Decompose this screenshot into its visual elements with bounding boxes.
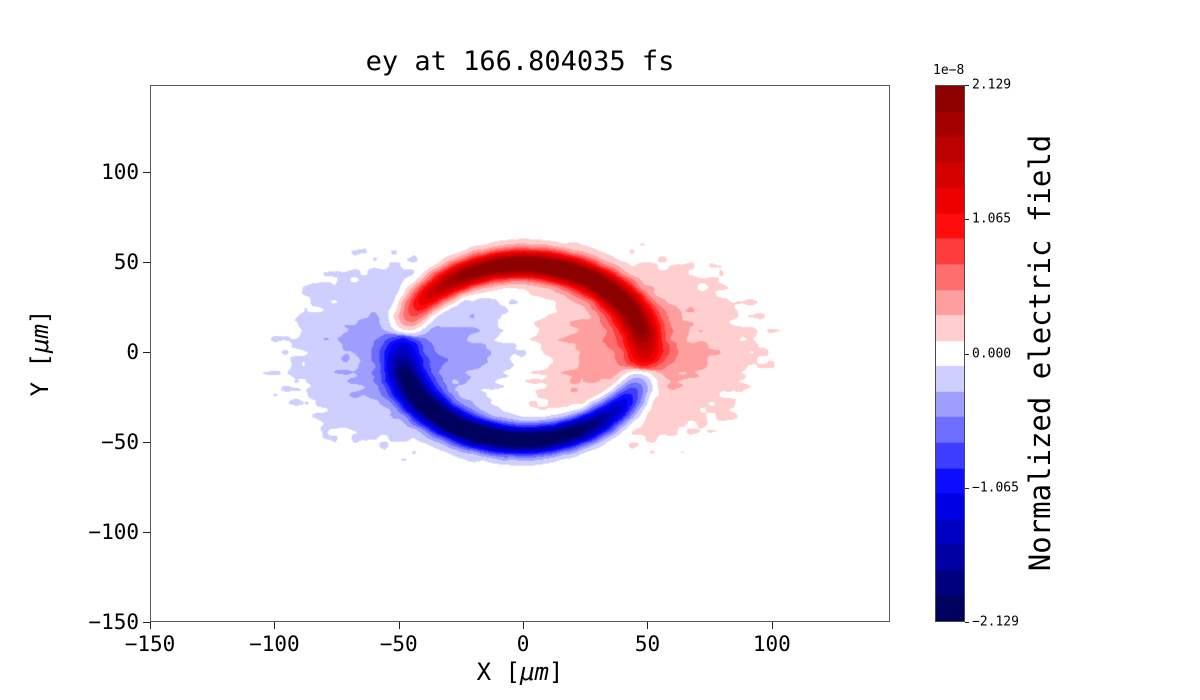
colorbar-label: Normalized electric field: [1023, 134, 1057, 572]
x-tick-label: −100: [249, 632, 300, 656]
colorbar-tick-label: 2.129: [972, 77, 1012, 93]
plot-area: [150, 85, 890, 622]
colorbar-tick-mark: [965, 622, 969, 623]
y-axis-label-units: μm: [26, 324, 54, 353]
x-tick-mark: [274, 622, 276, 629]
y-tick-label: 50: [113, 250, 139, 275]
y-tick-label: 0: [126, 340, 139, 365]
colorbar-tick-mark: [965, 353, 969, 355]
x-tick-mark: [523, 622, 525, 629]
y-axis-label-prefix: Y [: [26, 353, 54, 397]
colorbar-tick-label: 1.065: [972, 211, 1012, 227]
y-tick-mark: [143, 442, 150, 444]
colorbar-tick-mark: [965, 487, 969, 489]
y-tick-label: −100: [88, 520, 139, 545]
plot-title: ey at 166.804035 fs: [365, 46, 675, 77]
y-tick-label: −50: [101, 430, 139, 455]
y-tick-label: 100: [101, 160, 139, 185]
x-tick-label: 50: [634, 632, 661, 656]
x-tick-mark: [150, 622, 151, 629]
y-tick-label: −150: [88, 610, 139, 634]
x-axis-label-suffix: ]: [548, 658, 564, 686]
colorbar-tick-mark: [965, 219, 969, 221]
y-tick-mark: [143, 352, 150, 354]
colorbar-canvas: [936, 86, 964, 621]
field-canvas: [151, 86, 889, 621]
x-axis-label-units: μm: [520, 658, 549, 686]
y-tick-mark: [143, 262, 150, 264]
y-axis-label-suffix: ]: [26, 309, 54, 325]
x-axis-label: X [μm]: [150, 658, 890, 686]
x-tick-mark: [771, 622, 773, 629]
colorbar-scale-label: 1e−8: [933, 63, 965, 78]
x-axis-label-prefix: X [: [476, 658, 520, 686]
x-tick-mark: [647, 622, 649, 629]
x-tick-label: −150: [124, 632, 176, 656]
colorbar: [935, 85, 965, 622]
colorbar-tick-label: 0.000: [972, 346, 1012, 361]
colorbar-tick-mark: [965, 85, 969, 86]
y-axis-label: Y [μm]: [26, 310, 54, 397]
x-tick-label: 100: [752, 632, 791, 656]
colorbar-tick-label: −1.065: [972, 480, 1019, 496]
x-tick-label: −50: [379, 632, 418, 656]
x-tick-label: 0: [516, 632, 530, 656]
colorbar-tick-label: −2.129: [972, 614, 1019, 630]
y-tick-mark: [143, 622, 150, 623]
y-tick-mark: [143, 532, 150, 534]
y-tick-mark: [143, 172, 150, 174]
x-tick-mark: [398, 622, 400, 629]
